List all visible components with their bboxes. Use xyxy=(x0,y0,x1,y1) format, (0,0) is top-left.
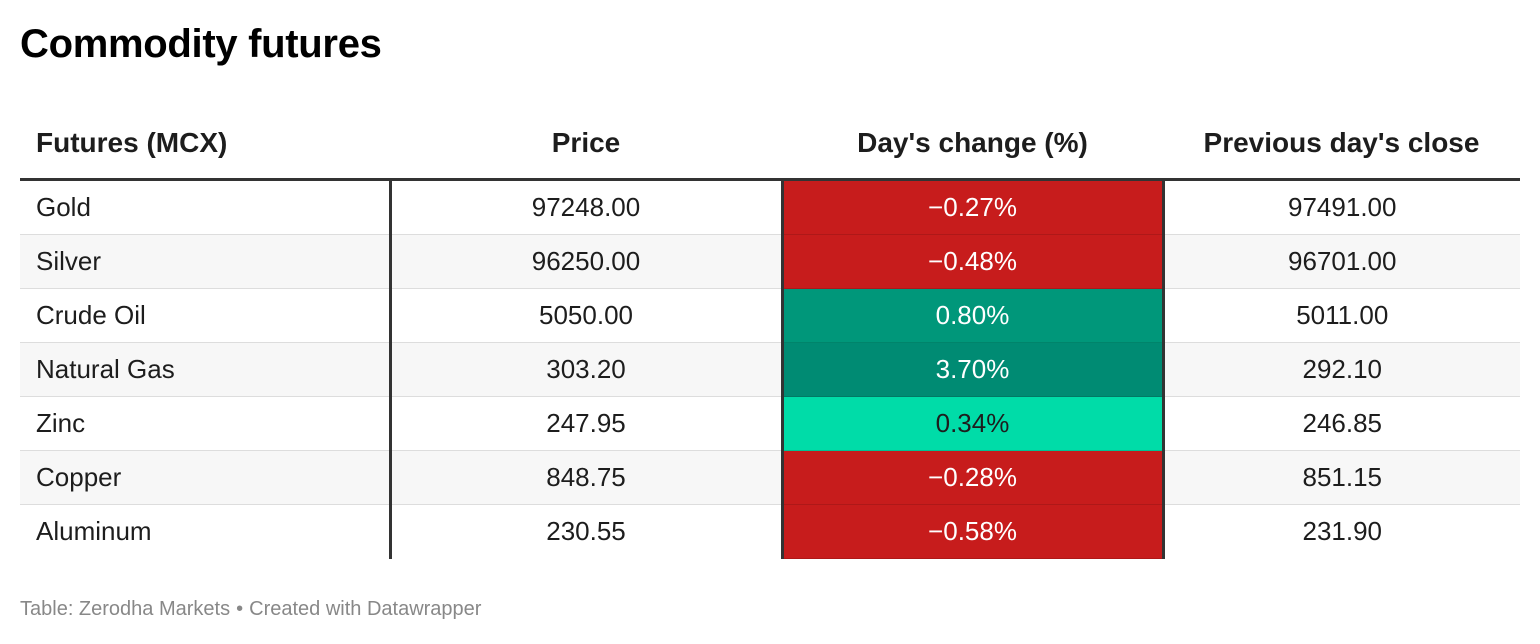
cell-price: 97248.00 xyxy=(390,179,784,235)
cell-futures-name: Natural Gas xyxy=(20,342,392,397)
cell-prev-close: 231.90 xyxy=(1302,516,1383,547)
table-row: Copper 848.75 −0.28% 851.15 xyxy=(20,450,1520,505)
column-header-prev-close[interactable]: Previous day's close xyxy=(1163,108,1520,181)
cell-futures-name: Copper xyxy=(20,450,392,505)
cell-price: 247.95 xyxy=(390,396,784,451)
cell-day-change: 0.80% xyxy=(782,288,1165,343)
cell-prev-close: 5011.00 xyxy=(1163,288,1520,343)
header-row: Futures (MCX) Price Day's change (%) Pre… xyxy=(20,108,1520,181)
cell-price: 303.20 xyxy=(390,342,784,397)
column-header-futures[interactable]: Futures (MCX) xyxy=(20,108,390,181)
cell-futures-name: Gold xyxy=(20,179,392,235)
cell-prev-close: 97491.00 xyxy=(1163,179,1520,235)
commodity-table-container: Futures (MCX) Price Day's change (%) Pre… xyxy=(20,108,1520,559)
chart-footer: Table: Zerodha Markets • Created with Data… xyxy=(20,598,481,621)
cell-price: 230.55 xyxy=(390,504,784,559)
footer-source: Table: Zerodha Markets xyxy=(20,598,231,620)
cell-prev-close: 292.10 xyxy=(1163,342,1520,397)
cell-price: 96250.00 xyxy=(390,234,784,289)
table-body: Gold 97248.00 −0.27% 97491.00 Silver 962… xyxy=(20,179,1520,559)
table-row: Natural Gas 303.20 3.70% 292.10 xyxy=(20,342,1520,397)
cell-day-change: 0.34% xyxy=(782,396,1165,451)
cell-prev-close: 246.85 xyxy=(1163,396,1520,451)
cell-day-change: −0.27% xyxy=(782,179,1165,235)
table-header: Futures (MCX) Price Day's change (%) Pre… xyxy=(20,108,1520,181)
cell-futures-name: Zinc xyxy=(20,396,392,451)
cell-day-change: −0.28% xyxy=(782,450,1165,505)
column-header-change[interactable]: Day's change (%) xyxy=(782,108,1163,181)
footer-separator: • xyxy=(236,598,244,620)
table-row: Silver 96250.00 −0.48% 96701.00 xyxy=(20,234,1520,289)
column-header-price[interactable]: Price xyxy=(390,108,782,181)
table-row: Aluminum 230.55 −0.58% 231.90 xyxy=(20,504,1520,559)
cell-futures-name: Silver xyxy=(20,234,392,289)
cell-price: 848.75 xyxy=(390,450,784,505)
cell-prev-close: 851.15 xyxy=(1163,450,1520,505)
table-row: Zinc 247.95 0.34% 246.85 xyxy=(20,396,1520,451)
chart-title: Commodity futures xyxy=(20,22,382,66)
commodity-table: Futures (MCX) Price Day's change (%) Pre… xyxy=(20,108,1520,559)
cell-futures-name: Aluminum xyxy=(20,504,392,559)
cell-price: 5050.00 xyxy=(390,288,784,343)
cell-futures-name: Crude Oil xyxy=(20,288,392,343)
footer-credit[interactable]: Created with Datawrapper xyxy=(249,598,482,620)
table-row: Gold 97248.00 −0.27% 97491.00 xyxy=(20,179,1520,235)
table-row: Crude Oil 5050.00 0.80% 5011.00 xyxy=(20,288,1520,343)
cell-prev-close: 96701.00 xyxy=(1163,234,1520,289)
cell-day-change: −0.48% xyxy=(782,234,1165,289)
cell-day-change: −0.58% xyxy=(782,504,1165,559)
cell-day-change: 3.70% xyxy=(782,342,1165,397)
